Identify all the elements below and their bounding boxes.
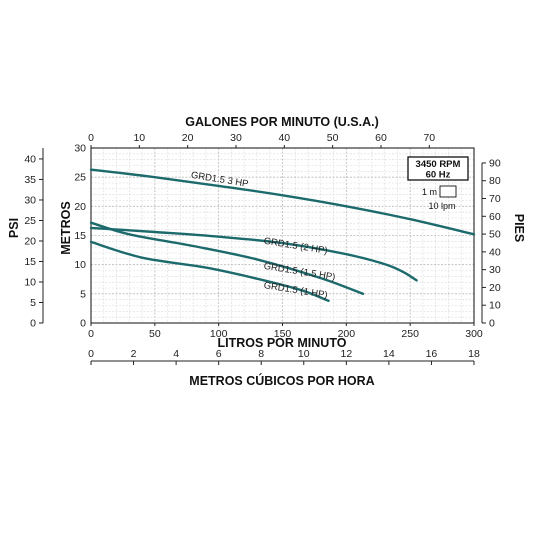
pies-tick-label: 90 [489, 157, 501, 169]
series-curve-1 [89, 168, 476, 236]
metros-tick-label: 25 [74, 172, 86, 184]
bottom-tick-label: 250 [401, 328, 419, 340]
bottom-tick-label: 150 [274, 328, 292, 340]
metros-tick-label: 10 [74, 259, 86, 271]
legend-scale-vertical: 1 m [422, 187, 437, 197]
metros-tick-label: 0 [80, 318, 86, 330]
bottom-tick-label: 300 [465, 328, 483, 340]
legend-frequency: 60 Hz [426, 170, 451, 181]
lower-tick-label: 12 [340, 348, 352, 360]
psi-tick-label: 20 [24, 235, 36, 247]
pies-tick-label: 80 [489, 175, 501, 187]
lower-tick-label: 0 [88, 348, 94, 360]
legend-scale-horizontal: 10 lpm [428, 201, 455, 211]
psi-tick-label: 5 [30, 297, 36, 309]
bottom-tick-label: 50 [149, 328, 161, 340]
top-tick-label: 0 [88, 132, 94, 144]
psi-tick-label: 10 [24, 276, 36, 288]
lower-tick-label: 14 [383, 348, 395, 360]
psi-tick-label: 35 [24, 174, 36, 186]
psi-tick-label: 0 [30, 318, 36, 330]
pies-tick-label: 10 [489, 300, 501, 312]
top-tick-label: 70 [423, 132, 435, 144]
lower-tick-label: 8 [258, 348, 264, 360]
legend-scale-box [439, 185, 457, 198]
series-curve-3 [89, 221, 365, 295]
pies-tick-label: 30 [489, 264, 501, 276]
series-curves [89, 168, 476, 302]
lower-tick-label: 10 [298, 348, 310, 360]
series-curve-4 [89, 240, 330, 302]
top-tick-label: 20 [182, 132, 194, 144]
pies-tick-label: 60 [489, 211, 501, 223]
metros-tick-label: 30 [74, 143, 86, 155]
series-label-3: GRD1.5 (1.5 HP) [263, 261, 336, 283]
bottom-axis-title: LITROS POR MINUTO [218, 336, 347, 350]
pies-tick-label: 70 [489, 193, 501, 205]
pies-tick-label: 50 [489, 229, 501, 241]
metros-tick-label: 20 [74, 201, 86, 213]
top-tick-label: 40 [278, 132, 290, 144]
psi-axis-title: PSI [7, 218, 21, 238]
pies-tick-label: 0 [489, 318, 495, 330]
bottom-tick-label: 100 [210, 328, 228, 340]
series-curve-2 [89, 226, 418, 282]
metros-tick-label: 15 [74, 230, 86, 242]
top-tick-label: 50 [327, 132, 339, 144]
series-label-4: GRD1.5 (1 HP) [263, 280, 328, 301]
legend-rpm: 3450 RPM [416, 159, 461, 170]
pies-tick-label: 40 [489, 246, 501, 258]
lower-tick-label: 6 [216, 348, 222, 360]
psi-tick-label: 25 [24, 215, 36, 227]
psi-tick-label: 15 [24, 256, 36, 268]
pies-tick-label: 20 [489, 282, 501, 294]
lower-tick-label: 16 [426, 348, 438, 360]
top-tick-label: 60 [375, 132, 387, 144]
pies-axis-title: PIES [512, 214, 526, 243]
lower-tick-label: 4 [173, 348, 179, 360]
top-axis-title: GALONES POR MINUTO (U.S.A.) [185, 115, 379, 129]
metros-tick-label: 5 [80, 288, 86, 300]
lower-axis-title: METROS CÚBICOS POR HORA [189, 373, 374, 388]
lower-tick-label: 2 [131, 348, 137, 360]
top-tick-label: 30 [230, 132, 242, 144]
top-tick-label: 10 [133, 132, 145, 144]
psi-tick-label: 40 [24, 153, 36, 165]
bottom-tick-label: 200 [338, 328, 356, 340]
lower-tick-label: 18 [468, 348, 480, 360]
legend-box: 3450 RPM 60 Hz 1 m 10 lpm [407, 156, 469, 211]
psi-tick-label: 30 [24, 194, 36, 206]
bottom-tick-label: 0 [88, 328, 94, 340]
metros-axis-title: METROS [59, 201, 73, 254]
